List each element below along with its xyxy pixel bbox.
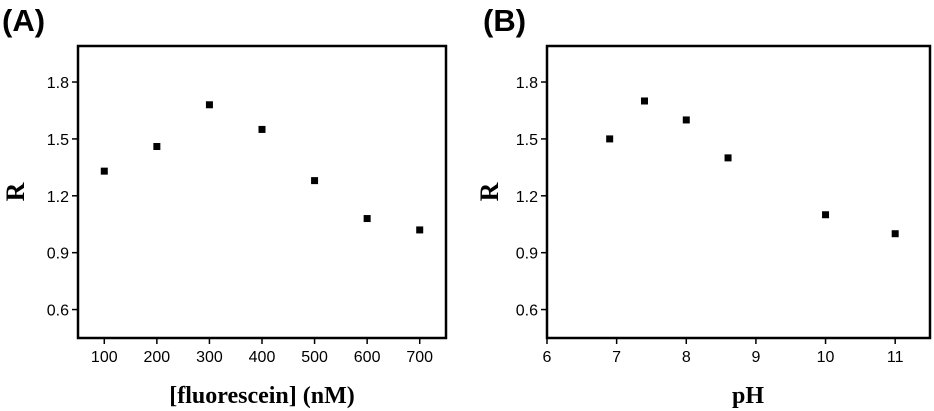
ticks-b: 6 7 8 9 10 11 0.6 0.9 1.2 1.5 1.8 <box>516 75 904 366</box>
data-point-a-1 <box>153 142 161 150</box>
data-point-a-0 <box>100 167 108 175</box>
panel-b: (B) 6 7 8 9 10 11 0.6 0.9 1.2 1.5 1.8 pH R <box>475 3 932 409</box>
data-point-b-4 <box>822 211 830 219</box>
x-axis-title-b: pH <box>732 383 764 409</box>
data-point-b-2 <box>682 116 690 124</box>
points-a <box>100 101 424 234</box>
panel-label-b: (B) <box>483 3 526 38</box>
x-tick-label-b-3: 9 <box>751 349 760 366</box>
y-tick-label-b-1: 0.9 <box>516 246 538 263</box>
y-axis-title-b: R <box>475 182 504 201</box>
x-tick-label-b-2: 8 <box>682 349 691 366</box>
data-point-a-3 <box>258 125 266 133</box>
x-tick-label-b-5: 11 <box>887 349 904 366</box>
panel-label-a: (A) <box>2 3 45 38</box>
y-tick-label-b-0: 0.6 <box>516 303 538 320</box>
y-axis-title-a: R <box>1 182 30 201</box>
data-point-a-2 <box>205 101 213 109</box>
y-tick-label-a-0: 0.6 <box>47 303 69 320</box>
y-tick-label-a-3: 1.5 <box>47 132 69 149</box>
ticks-a: 100 200 300 400 500 600 700 0.6 0.9 1.2 1.5 1.8 <box>47 75 433 366</box>
x-tick-label-a-5: 600 <box>354 349 381 366</box>
x-tick-label-a-2: 300 <box>196 349 223 366</box>
data-point-a-4 <box>311 177 319 185</box>
y-tick-label-b-3: 1.5 <box>516 132 538 149</box>
plot-frame-a <box>76 44 448 340</box>
x-tick-label-a-4: 500 <box>301 349 328 366</box>
data-point-a-6 <box>416 226 424 234</box>
x-tick-label-a-1: 200 <box>144 349 171 366</box>
y-tick-label-a-4: 1.8 <box>47 75 69 92</box>
x-tick-label-a-6: 700 <box>406 349 433 366</box>
y-tick-label-a-1: 0.9 <box>47 246 69 263</box>
data-point-b-0 <box>606 135 614 143</box>
plot-frame-b <box>545 44 932 340</box>
x-tick-label-b-1: 7 <box>612 349 621 366</box>
points-b <box>606 97 899 238</box>
panel-a: (A) 100 200 300 400 500 600 700 0.6 0.9 1.2 1.5 1.8… <box>1 3 448 409</box>
data-point-b-1 <box>640 97 648 105</box>
x-tick-label-b-0: 6 <box>543 349 552 366</box>
data-point-b-5 <box>891 230 899 238</box>
data-point-a-5 <box>363 215 371 223</box>
y-tick-label-a-2: 1.2 <box>47 189 69 206</box>
x-axis-title-a: [fluorescein] (nM) <box>169 383 355 409</box>
x-tick-label-b-4: 10 <box>817 349 835 366</box>
data-point-b-3 <box>724 154 732 162</box>
x-tick-label-a-3: 400 <box>249 349 276 366</box>
y-tick-label-b-2: 1.2 <box>516 189 538 206</box>
x-tick-label-a-0: 100 <box>91 349 118 366</box>
y-tick-label-b-4: 1.8 <box>516 75 538 92</box>
